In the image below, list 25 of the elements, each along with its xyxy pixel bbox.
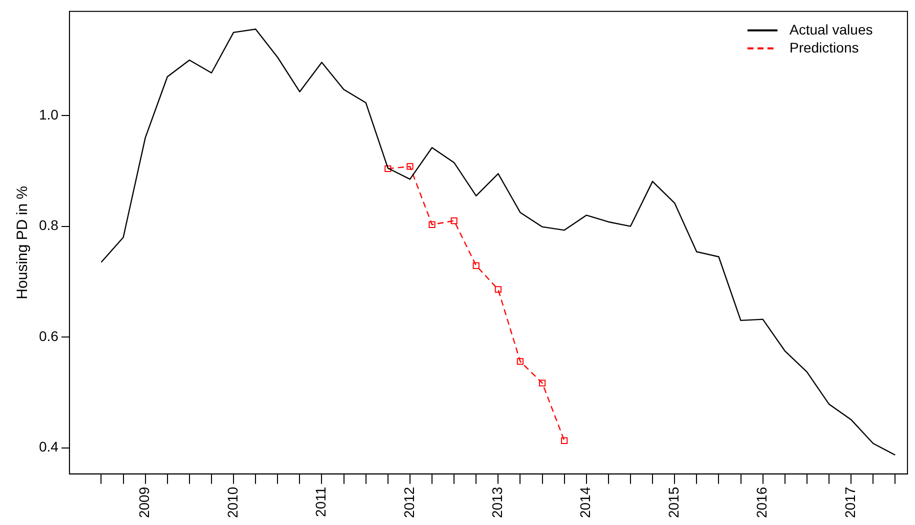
point: [428, 221, 436, 228]
y-axis-title: Housing PD in %: [14, 186, 32, 300]
y-tick-label: 0.6: [38, 328, 59, 344]
legend-label: Actual values: [789, 21, 873, 38]
legend-label: Predictions: [789, 39, 859, 56]
point: [472, 262, 480, 269]
point: [406, 163, 414, 170]
point: [561, 437, 568, 444]
x-tick-label: 2011: [312, 486, 329, 517]
x-tick-label: 2010: [224, 486, 240, 518]
x-tick-label: 2013: [489, 486, 506, 518]
point: [450, 217, 458, 224]
x-tick-label: 2014: [577, 486, 594, 518]
point: [516, 358, 524, 365]
point: [384, 165, 392, 172]
x-tick-label: 2017: [842, 486, 858, 518]
x-tick-label: 2016: [754, 486, 770, 518]
y-tick-label: 1.0: [38, 106, 59, 122]
point: [538, 380, 546, 386]
point: [494, 286, 502, 293]
y-tick-label: 0.8: [38, 217, 59, 234]
x-tick-label: 2012: [400, 486, 417, 518]
x-tick-label: 2009: [136, 486, 152, 518]
x-tick-label: 2015: [665, 486, 682, 518]
y-tick-label: 0.4: [38, 438, 59, 455]
